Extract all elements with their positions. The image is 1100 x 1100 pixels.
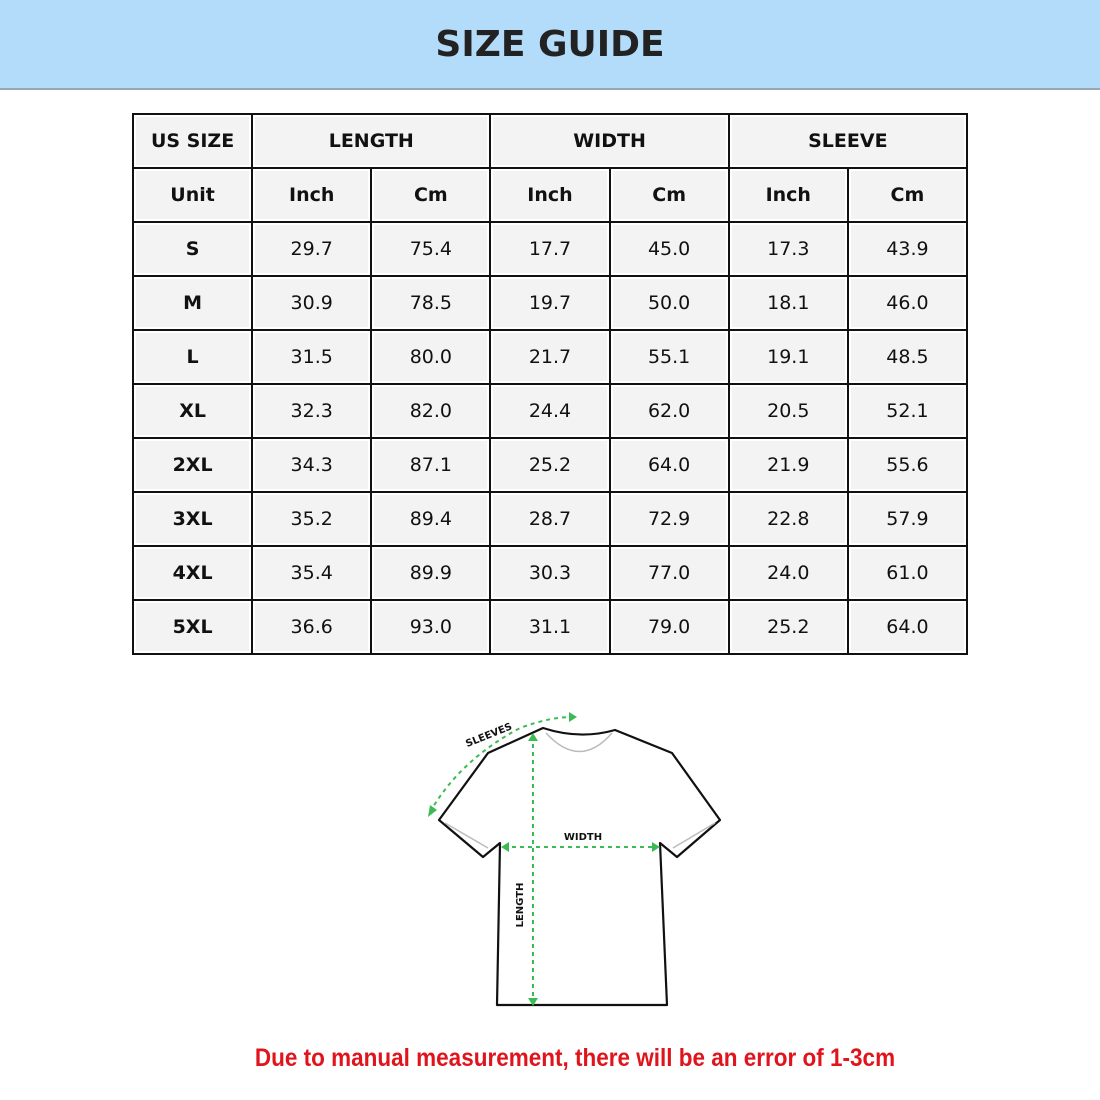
- table-row: XL 32.3 82.0 24.4 62.0 20.5 52.1: [131, 383, 969, 439]
- unit-cell: Cm: [608, 167, 730, 223]
- value-cell: 25.2: [489, 437, 611, 493]
- value-cell: 36.6: [251, 599, 373, 655]
- tshirt-outline: [437, 726, 722, 1007]
- value-cell: 19.7: [489, 275, 611, 331]
- value-cell: 79.0: [608, 599, 730, 655]
- unit-cell: Inch: [727, 167, 849, 223]
- value-cell: 89.9: [370, 545, 492, 601]
- value-cell: 31.1: [489, 599, 611, 655]
- value-cell: 55.1: [608, 329, 730, 385]
- value-cell: 17.3: [727, 221, 849, 277]
- value-cell: 46.0: [846, 275, 969, 331]
- size-cell: M: [131, 275, 254, 331]
- value-cell: 29.7: [251, 221, 373, 277]
- value-cell: 35.4: [251, 545, 373, 601]
- table-row: M 30.9 78.5 19.7 50.0 18.1 46.0: [131, 275, 969, 331]
- value-cell: 77.0: [608, 545, 730, 601]
- value-cell: 18.1: [727, 275, 849, 331]
- value-cell: 78.5: [370, 275, 492, 331]
- value-cell: 72.9: [608, 491, 730, 547]
- value-cell: 55.6: [846, 437, 969, 493]
- size-table: US SIZE LENGTH WIDTH SLEEVE Unit Inch Cm…: [131, 113, 969, 655]
- value-cell: 48.5: [846, 329, 969, 385]
- right-cuff: [672, 822, 716, 849]
- unit-label: Unit: [131, 167, 254, 223]
- value-cell: 24.4: [489, 383, 611, 439]
- value-cell: 45.0: [608, 221, 730, 277]
- header-us-size: US SIZE: [131, 113, 254, 169]
- tshirt-diagram: WIDTH LENGTH SLEEVES: [428, 712, 722, 1007]
- value-cell: 34.3: [251, 437, 373, 493]
- unit-cell: Inch: [489, 167, 611, 223]
- table-row: 3XL 35.2 89.4 28.7 72.9 22.8 57.9: [131, 491, 969, 547]
- value-cell: 57.9: [846, 491, 969, 547]
- table-unit-row: Unit Inch Cm Inch Cm Inch Cm: [131, 167, 969, 223]
- table-row: 5XL 36.6 93.0 31.1 79.0 25.2 64.0: [131, 599, 969, 655]
- value-cell: 50.0: [608, 275, 730, 331]
- size-cell: 3XL: [131, 491, 254, 547]
- value-cell: 61.0: [846, 545, 969, 601]
- value-cell: 80.0: [370, 329, 492, 385]
- value-cell: 30.3: [489, 545, 611, 601]
- size-cell: L: [131, 329, 254, 385]
- length-label: LENGTH: [515, 883, 526, 928]
- value-cell: 24.0: [727, 545, 849, 601]
- size-cell: S: [131, 221, 254, 277]
- value-cell: 17.7: [489, 221, 611, 277]
- size-cell: 4XL: [131, 545, 254, 601]
- collar-rib: [545, 732, 613, 753]
- value-cell: 21.9: [727, 437, 849, 493]
- value-cell: 20.5: [727, 383, 849, 439]
- unit-cell: Cm: [846, 167, 969, 223]
- value-cell: 93.0: [370, 599, 492, 655]
- value-cell: 82.0: [370, 383, 492, 439]
- header-sleeve: SLEEVE: [727, 113, 969, 169]
- size-cell: 5XL: [131, 599, 254, 655]
- value-cell: 64.0: [846, 599, 969, 655]
- value-cell: 28.7: [489, 491, 611, 547]
- table-row: S 29.7 75.4 17.7 45.0 17.3 43.9: [131, 221, 969, 277]
- value-cell: 25.2: [727, 599, 849, 655]
- value-cell: 21.7: [489, 329, 611, 385]
- header-width: WIDTH: [489, 113, 730, 169]
- table-row: L 31.5 80.0 21.7 55.1 19.1 48.5: [131, 329, 969, 385]
- left-cuff: [444, 822, 489, 849]
- table-row: 2XL 34.3 87.1 25.2 64.0 21.9 55.6: [131, 437, 969, 493]
- value-cell: 30.9: [251, 275, 373, 331]
- value-cell: 22.8: [727, 491, 849, 547]
- measurement-note: Due to manual measurement, there will be…: [254, 1044, 896, 1072]
- value-cell: 62.0: [608, 383, 730, 439]
- value-cell: 32.3: [251, 383, 373, 439]
- value-cell: 43.9: [846, 221, 969, 277]
- table-header-row: US SIZE LENGTH WIDTH SLEEVE: [131, 113, 969, 169]
- unit-cell: Inch: [251, 167, 373, 223]
- value-cell: 35.2: [251, 491, 373, 547]
- value-cell: 75.4: [370, 221, 492, 277]
- value-cell: 87.1: [370, 437, 492, 493]
- sleeve-arrow: [429, 716, 573, 813]
- header-length: LENGTH: [251, 113, 492, 169]
- unit-cell: Cm: [370, 167, 492, 223]
- value-cell: 31.5: [251, 329, 373, 385]
- value-cell: 19.1: [727, 329, 849, 385]
- size-cell: 2XL: [131, 437, 254, 493]
- value-cell: 52.1: [846, 383, 969, 439]
- page-title: SIZE GUIDE: [435, 23, 665, 65]
- table-row: 4XL 35.4 89.9 30.3 77.0 24.0 61.0: [131, 545, 969, 601]
- header-banner: SIZE GUIDE: [0, 0, 1100, 90]
- value-cell: 89.4: [370, 491, 492, 547]
- size-cell: XL: [131, 383, 254, 439]
- value-cell: 64.0: [608, 437, 730, 493]
- measurement-arrows: [429, 716, 657, 1003]
- width-label: WIDTH: [564, 832, 602, 843]
